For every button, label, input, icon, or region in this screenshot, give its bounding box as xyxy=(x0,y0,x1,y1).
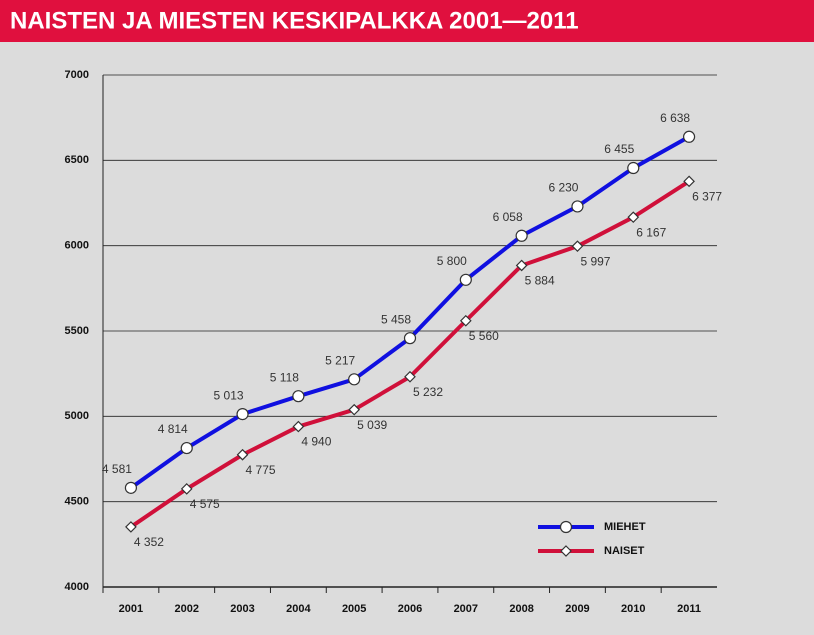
point-marker xyxy=(571,200,584,213)
point-marker xyxy=(459,273,472,286)
point-marker xyxy=(125,521,137,533)
y-tick-label: 4000 xyxy=(65,581,89,593)
data-label: 6 455 xyxy=(604,142,634,156)
point-marker xyxy=(627,161,640,175)
point-marker xyxy=(124,481,138,494)
legend-marker xyxy=(559,520,573,534)
data-label: 4 940 xyxy=(301,435,331,449)
data-label: 6 377 xyxy=(692,189,722,203)
data-label: 5 118 xyxy=(270,370,299,384)
x-tick-label: 2010 xyxy=(621,603,645,615)
point-marker xyxy=(627,211,640,224)
x-tick-label: 2004 xyxy=(286,603,311,615)
x-tick-label: 2005 xyxy=(342,603,366,615)
point-marker xyxy=(515,259,528,272)
data-label: 5 560 xyxy=(469,329,499,343)
x-tick-label: 2007 xyxy=(454,603,478,615)
data-label: 4 775 xyxy=(246,463,276,477)
point-marker xyxy=(571,240,584,253)
data-label: 5 013 xyxy=(214,388,244,402)
y-tick-label: 6500 xyxy=(65,154,89,166)
point-marker xyxy=(180,483,193,495)
y-tick-label: 5500 xyxy=(65,325,89,337)
legend-label: MIEHET xyxy=(604,521,646,533)
data-label: 5 884 xyxy=(525,274,555,288)
point-marker xyxy=(348,373,361,386)
y-tick-label: 7000 xyxy=(65,69,89,81)
x-tick-label: 2008 xyxy=(509,603,533,615)
title-bar xyxy=(0,0,814,42)
data-label: 5 217 xyxy=(325,353,355,367)
y-tick-label: 5000 xyxy=(65,410,89,422)
data-label: 4 352 xyxy=(134,535,164,549)
x-tick-label: 2001 xyxy=(119,603,143,615)
data-label: 5 232 xyxy=(413,385,443,399)
point-marker xyxy=(180,441,193,455)
x-tick-label: 2003 xyxy=(230,603,254,615)
data-label: 6 058 xyxy=(493,210,523,224)
point-marker xyxy=(236,448,249,461)
data-label: 4 581 xyxy=(102,462,132,476)
chart-title: NAISTEN JA MIESTEN KESKIPALKKA 2001—2011 xyxy=(10,7,579,34)
x-tick-label: 2011 xyxy=(677,603,701,615)
data-label: 6 638 xyxy=(660,111,690,125)
point-marker xyxy=(683,175,695,188)
point-marker xyxy=(404,370,416,383)
point-marker xyxy=(403,332,417,345)
legend-label: NAISET xyxy=(604,545,645,557)
data-label: 5 458 xyxy=(381,312,411,326)
data-label: 5 039 xyxy=(357,418,387,432)
data-label: 6 230 xyxy=(548,181,578,195)
point-marker xyxy=(292,390,305,403)
point-marker xyxy=(236,408,249,421)
point-marker xyxy=(348,403,361,416)
point-marker xyxy=(682,130,696,143)
x-tick-label: 2002 xyxy=(174,603,198,615)
y-tick-label: 6000 xyxy=(65,240,89,252)
data-label: 5 800 xyxy=(437,254,467,268)
x-tick-label: 2006 xyxy=(398,603,422,615)
data-label: 6 167 xyxy=(636,225,666,239)
data-label: 4 814 xyxy=(158,422,188,436)
x-tick-label: 2009 xyxy=(565,603,589,615)
legend-marker xyxy=(560,545,572,557)
data-label: 4 575 xyxy=(190,497,220,511)
data-label: 5 997 xyxy=(580,254,610,268)
point-marker xyxy=(292,420,305,433)
point-marker xyxy=(515,229,528,242)
y-tick-label: 4500 xyxy=(65,496,89,508)
point-marker xyxy=(459,314,472,327)
